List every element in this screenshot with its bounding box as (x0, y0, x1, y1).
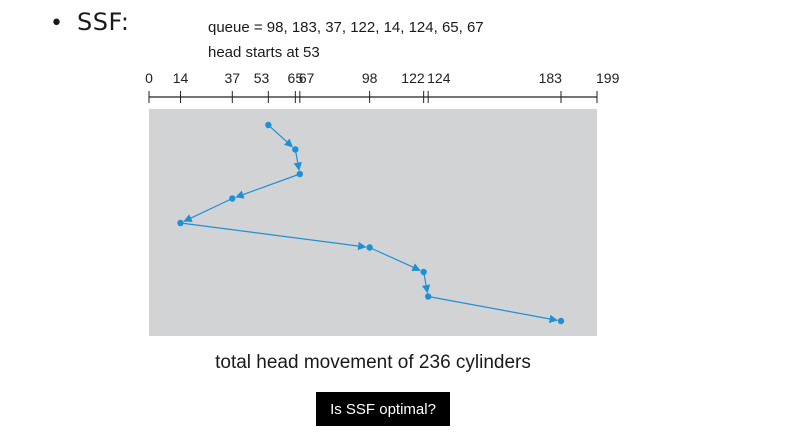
path-segment (267, 124, 293, 148)
head-position-point (292, 146, 299, 153)
slide-heading: SSF: (76, 8, 130, 36)
head-start-text: head starts at 53 (208, 44, 320, 61)
head-position-point (265, 121, 272, 129)
path-segment (421, 271, 431, 294)
axis-tick-label: 98 (362, 70, 378, 86)
path-segment (369, 246, 421, 272)
movement-caption: total head movement of 236 cylinders (215, 352, 531, 373)
head-position-point (424, 293, 432, 300)
path-segment (293, 149, 302, 171)
queue-text: queue = 98, 183, 37, 122, 14, 124, 65, 6… (208, 19, 484, 36)
axis-tick-label: 124 (427, 70, 451, 86)
axis-tick-label: 67 (299, 70, 315, 86)
path-segment (183, 197, 233, 222)
axis-tick-label: 199 (596, 70, 620, 86)
axis-tick-label: 53 (254, 70, 270, 86)
diagram-panel (149, 109, 597, 336)
head-position-point (557, 317, 565, 325)
axis-tick-label: 65 (288, 70, 304, 86)
path-segment (428, 295, 558, 324)
axis-tick-label: 0 (145, 70, 153, 86)
bullet-marker: • (50, 11, 63, 36)
path-segment (180, 222, 367, 251)
head-position-point (366, 244, 373, 251)
axis-tick-label: 37 (225, 70, 241, 86)
head-position-point (229, 195, 236, 202)
head-position-point (296, 170, 304, 178)
axis-tick-label: 14 (173, 70, 189, 86)
path-segment (235, 173, 301, 199)
optimal-question-box: Is SSF optimal? (316, 392, 450, 426)
head-position-point (420, 268, 427, 276)
head-position-point (177, 219, 184, 227)
axis-tick-label: 122 (401, 70, 425, 86)
axis-tick-label: 183 (539, 70, 563, 86)
title-row: • SSF: (50, 8, 129, 36)
